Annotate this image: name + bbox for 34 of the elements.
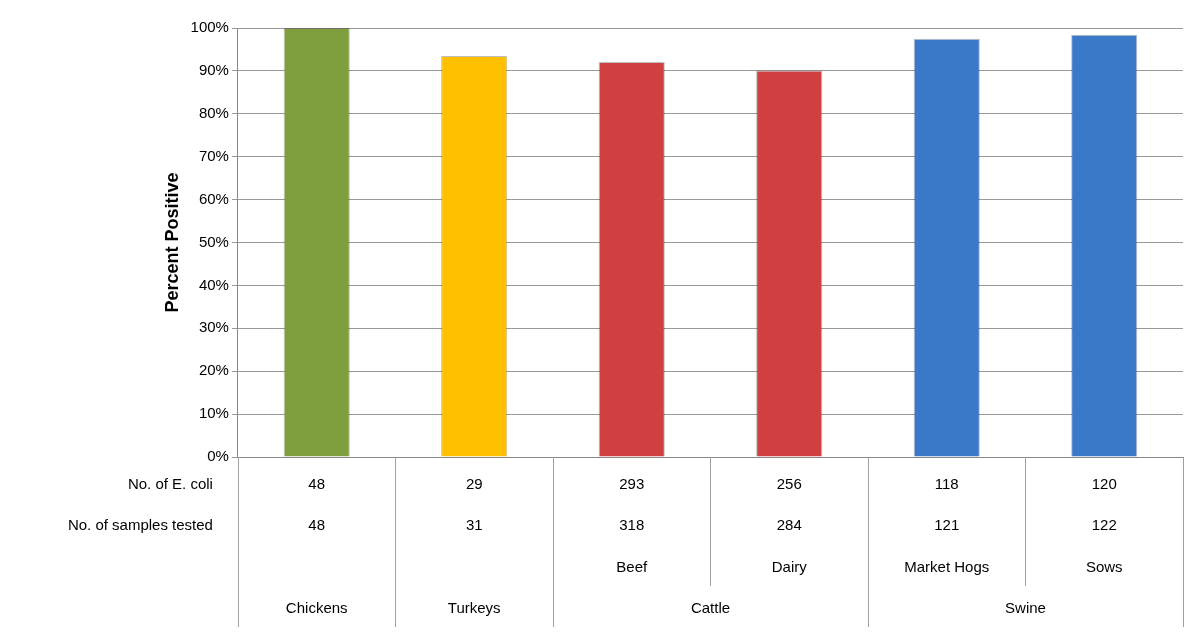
y-tick-label: 40% [198,275,229,293]
y-tick-label: 90% [198,61,229,79]
x-tick-label: Beef [616,558,648,576]
text: 48 [308,516,326,534]
text: No. of samples tested [67,516,213,534]
y-axis-title: Percent Positive [161,172,182,313]
y-tick-label: 70% [198,146,229,164]
text: Turkeys [447,599,501,617]
text: 293 [619,475,645,493]
y-tick-label: 0% [207,447,229,465]
text: 120 [1091,475,1117,493]
text: No. of E. coli [127,475,213,493]
x-tick-label: Sows [1085,558,1123,576]
text: 284 [776,516,802,534]
text: 118 [934,475,959,493]
text: Cattle [690,599,731,617]
y-tick-label: 20% [198,361,229,379]
text: Chickens [285,599,348,617]
x-tick-label: Market Hogs [904,558,990,576]
y-tick-label: 10% [198,404,229,422]
y-tick-label: 30% [198,318,229,336]
text: 121 [934,516,960,534]
text: 318 [619,516,645,534]
y-tick-label: 60% [198,189,229,207]
x-tick-label: Dairy [771,558,808,576]
text: Swine [1005,599,1046,617]
text: 122 [1091,516,1117,534]
text: 48 [308,475,326,493]
y-tick-label: 80% [198,103,229,121]
y-tick-label: 50% [198,232,229,250]
y-tick-label: 100% [190,18,229,36]
text: 256 [776,475,802,493]
text: 31 [465,516,483,534]
text: 29 [465,475,483,493]
